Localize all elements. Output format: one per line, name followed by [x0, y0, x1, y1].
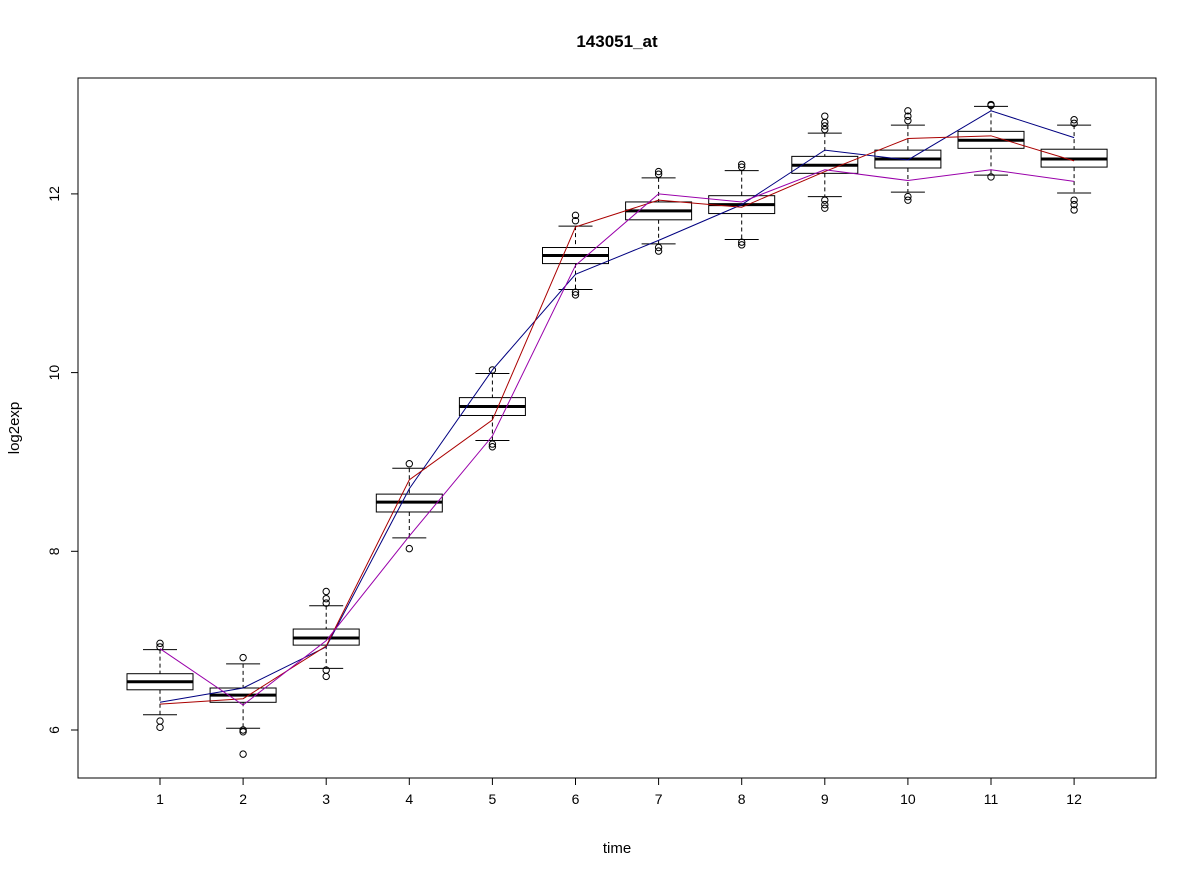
outlier-point [654, 243, 663, 252]
outlier-point [405, 544, 413, 553]
outlier-point [904, 192, 912, 201]
outlier-point [821, 204, 829, 212]
outlier-point [571, 217, 580, 225]
outlier-point [738, 241, 746, 249]
outlier-point [1070, 196, 1078, 204]
outlier-point [738, 238, 746, 246]
outlier-point [738, 160, 746, 169]
outlier-point [488, 443, 497, 451]
x-tick-label: 2 [239, 791, 247, 807]
x-tick-label: 1 [156, 791, 164, 807]
series-layer [159, 110, 1075, 706]
outlier-point [322, 594, 330, 603]
box-3 [292, 587, 360, 681]
outlier-point [405, 460, 413, 468]
outlier-point [322, 599, 330, 607]
outlier-point [571, 211, 580, 220]
outlier-point [1070, 119, 1078, 128]
box-10 [874, 107, 942, 204]
outlier-point [904, 112, 912, 120]
outlier-point [821, 200, 829, 209]
box-1 [126, 639, 194, 732]
outlier-point [738, 163, 746, 171]
outlier-point [1070, 206, 1078, 214]
outlier-point [239, 726, 247, 734]
outlier-point [821, 112, 829, 120]
x-tick-label: 6 [572, 791, 580, 807]
outlier-point [488, 366, 497, 374]
x-tick-label: 9 [821, 791, 829, 807]
x-tick-label: 11 [984, 791, 999, 807]
y-tick-label: 6 [46, 726, 62, 734]
y-axis-label: log2exp [6, 402, 23, 455]
boxes-layer [126, 100, 1108, 758]
x-axis-label: time [603, 840, 631, 857]
outlier-point [156, 639, 164, 648]
box-9 [791, 112, 859, 212]
outlier-point [654, 167, 663, 176]
y-tick-label: 12 [46, 186, 62, 202]
box-7 [625, 167, 693, 255]
outlier-point [904, 116, 912, 125]
chart-title: 143051_at [576, 32, 658, 51]
y-tick-label: 10 [46, 365, 62, 381]
outlier-point [1070, 200, 1078, 209]
outlier-point [488, 440, 497, 448]
x-tick-label: 8 [738, 791, 746, 807]
outlier-point [987, 173, 995, 181]
outlier-point [654, 247, 663, 255]
x-tick-label: 3 [322, 791, 330, 807]
outlier-point [571, 291, 580, 299]
x-tick-label: 4 [405, 791, 413, 807]
outlier-point [654, 170, 663, 178]
y-tick-label: 8 [46, 547, 62, 555]
outlier-point [987, 100, 995, 109]
x-tick-label: 5 [489, 791, 497, 807]
outlier-point [239, 653, 247, 662]
series-line-1 [159, 110, 1075, 703]
box-11 [957, 100, 1025, 181]
series-line-2 [159, 135, 1075, 705]
outlier-point [571, 288, 580, 296]
outlier-point [1070, 116, 1078, 124]
outlier-point [821, 122, 829, 130]
outlier-point [821, 196, 829, 204]
x-tick-label: 12 [1066, 791, 1082, 807]
outlier-point [156, 643, 164, 651]
x-tick-label: 10 [900, 791, 916, 807]
outlier-point [904, 107, 912, 115]
x-axis: 1 2 3 4 5 6 7 8 9 10 11 12 [156, 777, 1082, 807]
series-line-3 [159, 169, 1075, 706]
outlier-point [322, 587, 330, 596]
outlier-point [156, 717, 164, 725]
x-tick-label: 7 [655, 791, 663, 807]
outlier-point [239, 750, 247, 758]
y-axis: 6 8 10 12 [46, 186, 79, 734]
outlier-point [821, 125, 829, 134]
outlier-point [322, 666, 330, 674]
box-12 [1040, 116, 1108, 214]
outlier-point [904, 196, 912, 204]
box-4 [375, 460, 443, 553]
